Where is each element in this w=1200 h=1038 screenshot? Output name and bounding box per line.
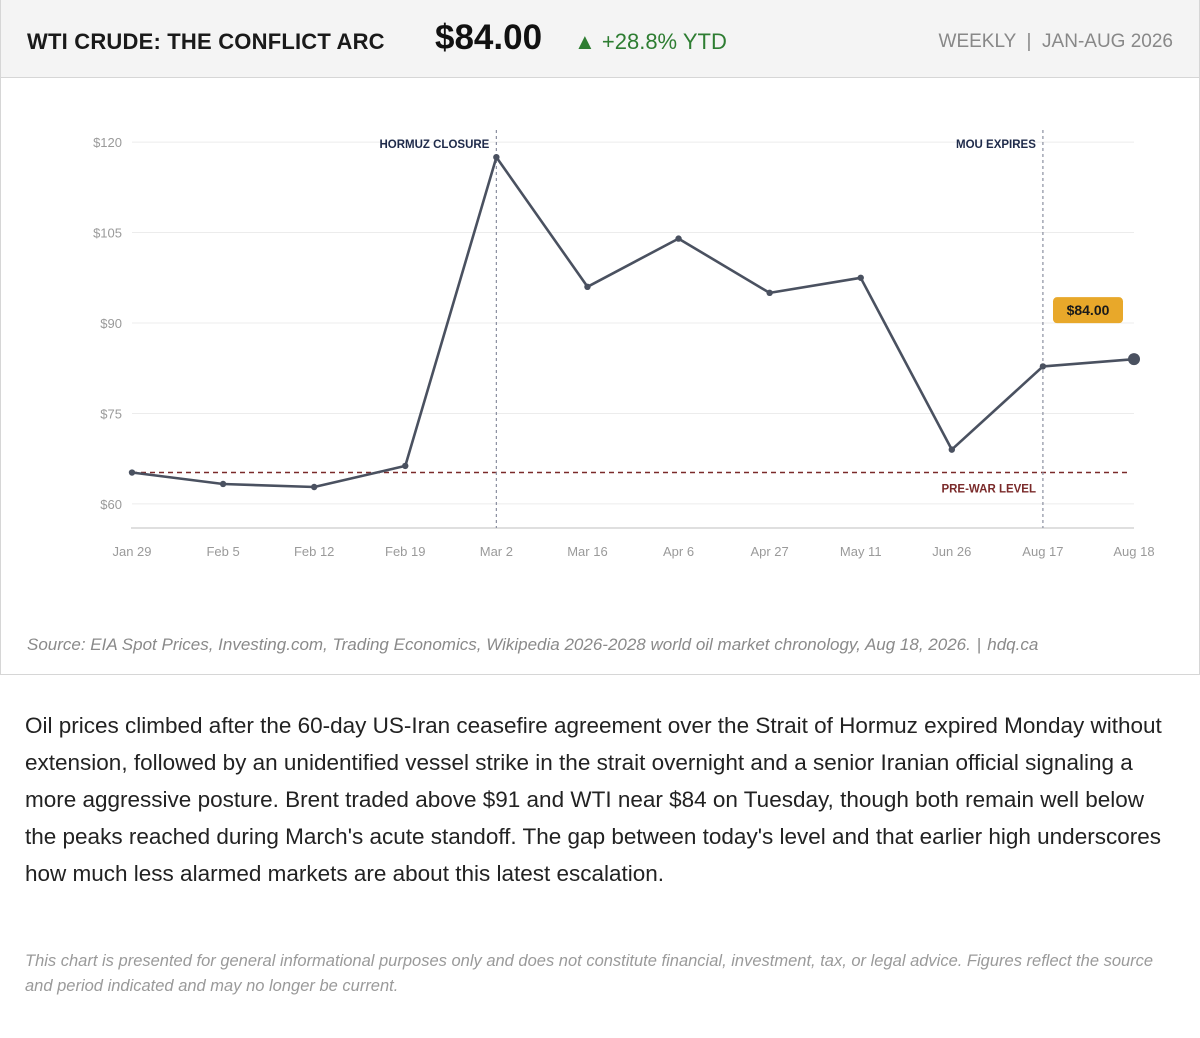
x-tick-label: Apr 27 xyxy=(750,544,788,559)
price-point xyxy=(857,274,864,281)
price-point xyxy=(584,283,591,291)
price-point xyxy=(128,469,136,476)
price-point xyxy=(766,289,773,297)
period-label: WEEKLY | JAN-AUG 2026 xyxy=(939,31,1173,53)
price-point xyxy=(675,235,682,242)
source-separator: | xyxy=(976,635,982,654)
date-range-label: JAN-AUG 2026 xyxy=(1042,31,1173,52)
source-note: Source: EIA Spot Prices, Investing.com, … xyxy=(27,635,1038,655)
price-callout: $84.00 xyxy=(1053,297,1123,324)
source-site-link[interactable]: hdq.ca xyxy=(987,635,1039,654)
x-tick-label: Jun 26 xyxy=(932,544,971,559)
grid-lines xyxy=(132,141,1134,505)
x-tick-label: Feb 12 xyxy=(294,544,334,559)
price-point xyxy=(493,153,500,161)
x-tick-label: Feb 19 xyxy=(385,544,425,559)
x-axis-ticks: Jan 29 Feb 5 Feb 12 Feb 19 Mar 2 Mar 16 Apr 6 A… xyxy=(112,544,1154,559)
price-point xyxy=(948,446,956,453)
frequency-label: WEEKLY xyxy=(938,31,1016,52)
x-tick-label: Jan 29 xyxy=(112,544,151,559)
event-label: HORMUZ CLOSURE xyxy=(379,139,489,151)
current-price: $84.00 xyxy=(435,18,543,57)
x-tick-label: May 11 xyxy=(840,544,882,559)
y-tick-label: $120 xyxy=(93,135,122,150)
price-point xyxy=(310,483,318,491)
price-point xyxy=(1039,363,1047,370)
x-tick-label: Aug 17 xyxy=(1022,544,1063,559)
chart-header: WTI CRUDE: THE CONFLICT ARC $84.00 ▲ +28… xyxy=(1,0,1199,78)
article-paragraph: Oil prices climbed after the 60-day US-I… xyxy=(25,713,1162,886)
pre-war-reference: PRE-WAR LEVEL xyxy=(132,471,1129,496)
event-label: MOU EXPIRES xyxy=(956,139,1036,151)
price-point xyxy=(402,462,409,470)
y-axis-ticks: $60 $75 $90 $105 $120 xyxy=(93,135,122,512)
line-chart: $60 $75 $90 $105 $120 Jan 29 Feb 5 Feb 12 Feb 1… xyxy=(93,130,1155,559)
chart-title: WTI CRUDE: THE CONFLICT ARC xyxy=(27,29,385,54)
x-tick-label: Apr 6 xyxy=(663,544,694,559)
y-tick-label: $60 xyxy=(100,497,122,512)
x-tick-label: Feb 5 xyxy=(206,544,239,559)
price-point xyxy=(219,480,227,488)
period-separator: | xyxy=(1021,31,1037,52)
latest-price-point xyxy=(1128,353,1140,366)
price-callout-badge xyxy=(1053,297,1123,324)
y-tick-label: $90 xyxy=(100,316,122,331)
y-tick-label: $105 xyxy=(93,226,122,241)
x-tick-label: Mar 16 xyxy=(567,544,607,559)
price-callout-label: $84.00 xyxy=(1067,302,1110,318)
pre-war-level-label: PRE-WAR LEVEL xyxy=(941,484,1036,496)
y-tick-label: $75 xyxy=(100,406,122,421)
ytd-change: ▲ +28.8% YTD xyxy=(574,29,727,54)
disclaimer-text: This chart is presented for general info… xyxy=(25,952,1154,995)
price-series-line xyxy=(130,155,1136,489)
chart-card: WTI CRUDE: THE CONFLICT ARC $84.00 ▲ +28… xyxy=(0,0,1200,675)
price-points xyxy=(128,153,1140,491)
x-tick-label: Aug 18 xyxy=(1113,544,1154,559)
x-tick-label: Mar 2 xyxy=(480,544,513,559)
source-text: Source: EIA Spot Prices, Investing.com, … xyxy=(27,635,971,654)
event-markers: HORMUZ CLOSURE MOU EXPIRES xyxy=(379,130,1044,528)
